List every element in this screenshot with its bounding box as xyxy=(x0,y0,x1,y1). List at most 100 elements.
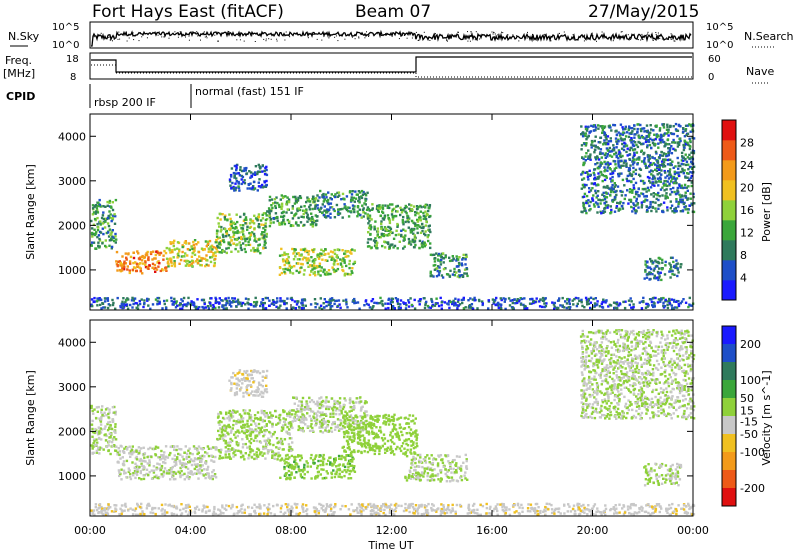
scatter-cell xyxy=(119,457,121,459)
scatter-cell xyxy=(220,449,222,451)
scatter-cell xyxy=(676,275,678,277)
scatter-cell xyxy=(476,307,478,309)
nsearch-point xyxy=(467,41,468,42)
scatter-cell xyxy=(644,277,646,279)
scatter-cell xyxy=(220,451,222,453)
scatter-cell xyxy=(612,144,614,146)
scatter-cell xyxy=(592,199,594,201)
nsearch-point xyxy=(268,38,269,39)
scatter-cell xyxy=(242,446,244,448)
scatter-cell xyxy=(107,421,109,423)
nsearch-point xyxy=(479,39,480,40)
scatter-cell xyxy=(438,272,440,274)
nsearch-point xyxy=(289,36,290,37)
scatter-cell xyxy=(300,249,302,251)
scatter-cell xyxy=(317,273,319,275)
scatter-cell xyxy=(227,241,229,243)
nsearch-point xyxy=(501,32,502,33)
scatter-cell xyxy=(135,302,137,304)
scatter-cell xyxy=(661,262,663,264)
scatter-cell xyxy=(249,416,251,418)
colorbar-tick-label: 16 xyxy=(740,204,754,217)
scatter-cell xyxy=(686,172,688,174)
scatter-cell xyxy=(644,269,646,271)
scatter-cell xyxy=(327,191,329,193)
scatter-cell xyxy=(252,173,254,175)
scatter-cell xyxy=(192,473,194,475)
nsearch-point xyxy=(502,32,503,33)
scatter-cell xyxy=(678,305,680,307)
scatter-cell xyxy=(354,190,356,192)
scatter-cell xyxy=(133,252,135,254)
scatter-cell xyxy=(674,171,676,173)
scatter-cell xyxy=(597,124,599,126)
scatter-cell xyxy=(259,417,261,419)
scatter-cell xyxy=(314,272,316,274)
scatter-cell xyxy=(307,253,309,255)
scatter-cell xyxy=(292,217,294,219)
scatter-cell xyxy=(469,297,471,299)
scatter-cell xyxy=(146,254,148,256)
scatter-cell xyxy=(341,249,343,251)
scatter-cell xyxy=(286,426,288,428)
scatter-cell xyxy=(629,164,631,166)
scatter-cell xyxy=(687,208,689,210)
scatter-cell xyxy=(121,301,123,303)
scatter-cell xyxy=(140,458,142,460)
scatter-cell xyxy=(585,212,587,214)
nsearch-point xyxy=(373,35,374,36)
scatter-cell xyxy=(96,297,98,299)
scatter-cell xyxy=(374,220,376,222)
scatter-cell xyxy=(170,260,172,262)
scatter-cell xyxy=(667,159,669,161)
scatter-cell xyxy=(351,193,353,195)
scatter-cell xyxy=(218,225,220,227)
scatter-cell xyxy=(258,226,260,228)
nsearch-point xyxy=(472,35,473,36)
scatter-cell xyxy=(402,219,404,221)
scatter-cell xyxy=(210,305,212,307)
colorbar-segment xyxy=(722,180,736,200)
scatter-cell xyxy=(232,236,234,238)
scatter-cell xyxy=(180,448,182,450)
scatter-cell xyxy=(675,123,677,125)
scatter-cell xyxy=(658,204,660,206)
scatter-cell xyxy=(609,212,611,214)
scatter-cell xyxy=(103,428,105,430)
scatter-cell xyxy=(214,456,216,458)
scatter-cell xyxy=(322,405,324,407)
scatter-cell xyxy=(604,198,606,200)
scatter-cell xyxy=(242,230,244,232)
scatter-cell xyxy=(414,307,416,309)
scatter-cell xyxy=(204,451,206,453)
nsearch-point xyxy=(109,36,110,37)
scatter-cell xyxy=(578,300,580,302)
scatter-cell xyxy=(246,423,248,425)
scatter-cell xyxy=(201,469,203,471)
nsearch-point xyxy=(416,37,417,38)
scatter-cell xyxy=(329,213,331,215)
scatter-cell xyxy=(229,438,231,440)
scatter-cell xyxy=(322,193,324,195)
scatter-cell xyxy=(622,128,624,130)
scatter-cell xyxy=(357,301,359,303)
scatter-cell xyxy=(430,271,432,273)
scatter-cell xyxy=(237,172,239,174)
scatter-cell xyxy=(661,163,663,165)
scatter-cell xyxy=(151,478,153,480)
scatter-cell xyxy=(682,127,684,129)
scatter-cell xyxy=(461,302,463,304)
nsearch-point xyxy=(482,35,483,36)
scatter-cell xyxy=(651,273,653,275)
scatter-cell xyxy=(408,241,410,243)
scatter-cell xyxy=(633,133,635,135)
scatter-cell xyxy=(659,129,661,131)
scatter-cell xyxy=(418,300,420,302)
scatter-cell xyxy=(169,478,171,480)
scatter-cell xyxy=(91,305,93,307)
scatter-cell xyxy=(112,406,114,408)
scatter-cell xyxy=(96,207,98,209)
scatter-cell xyxy=(114,235,116,237)
scatter-cell xyxy=(614,124,616,126)
scatter-cell xyxy=(582,205,584,207)
